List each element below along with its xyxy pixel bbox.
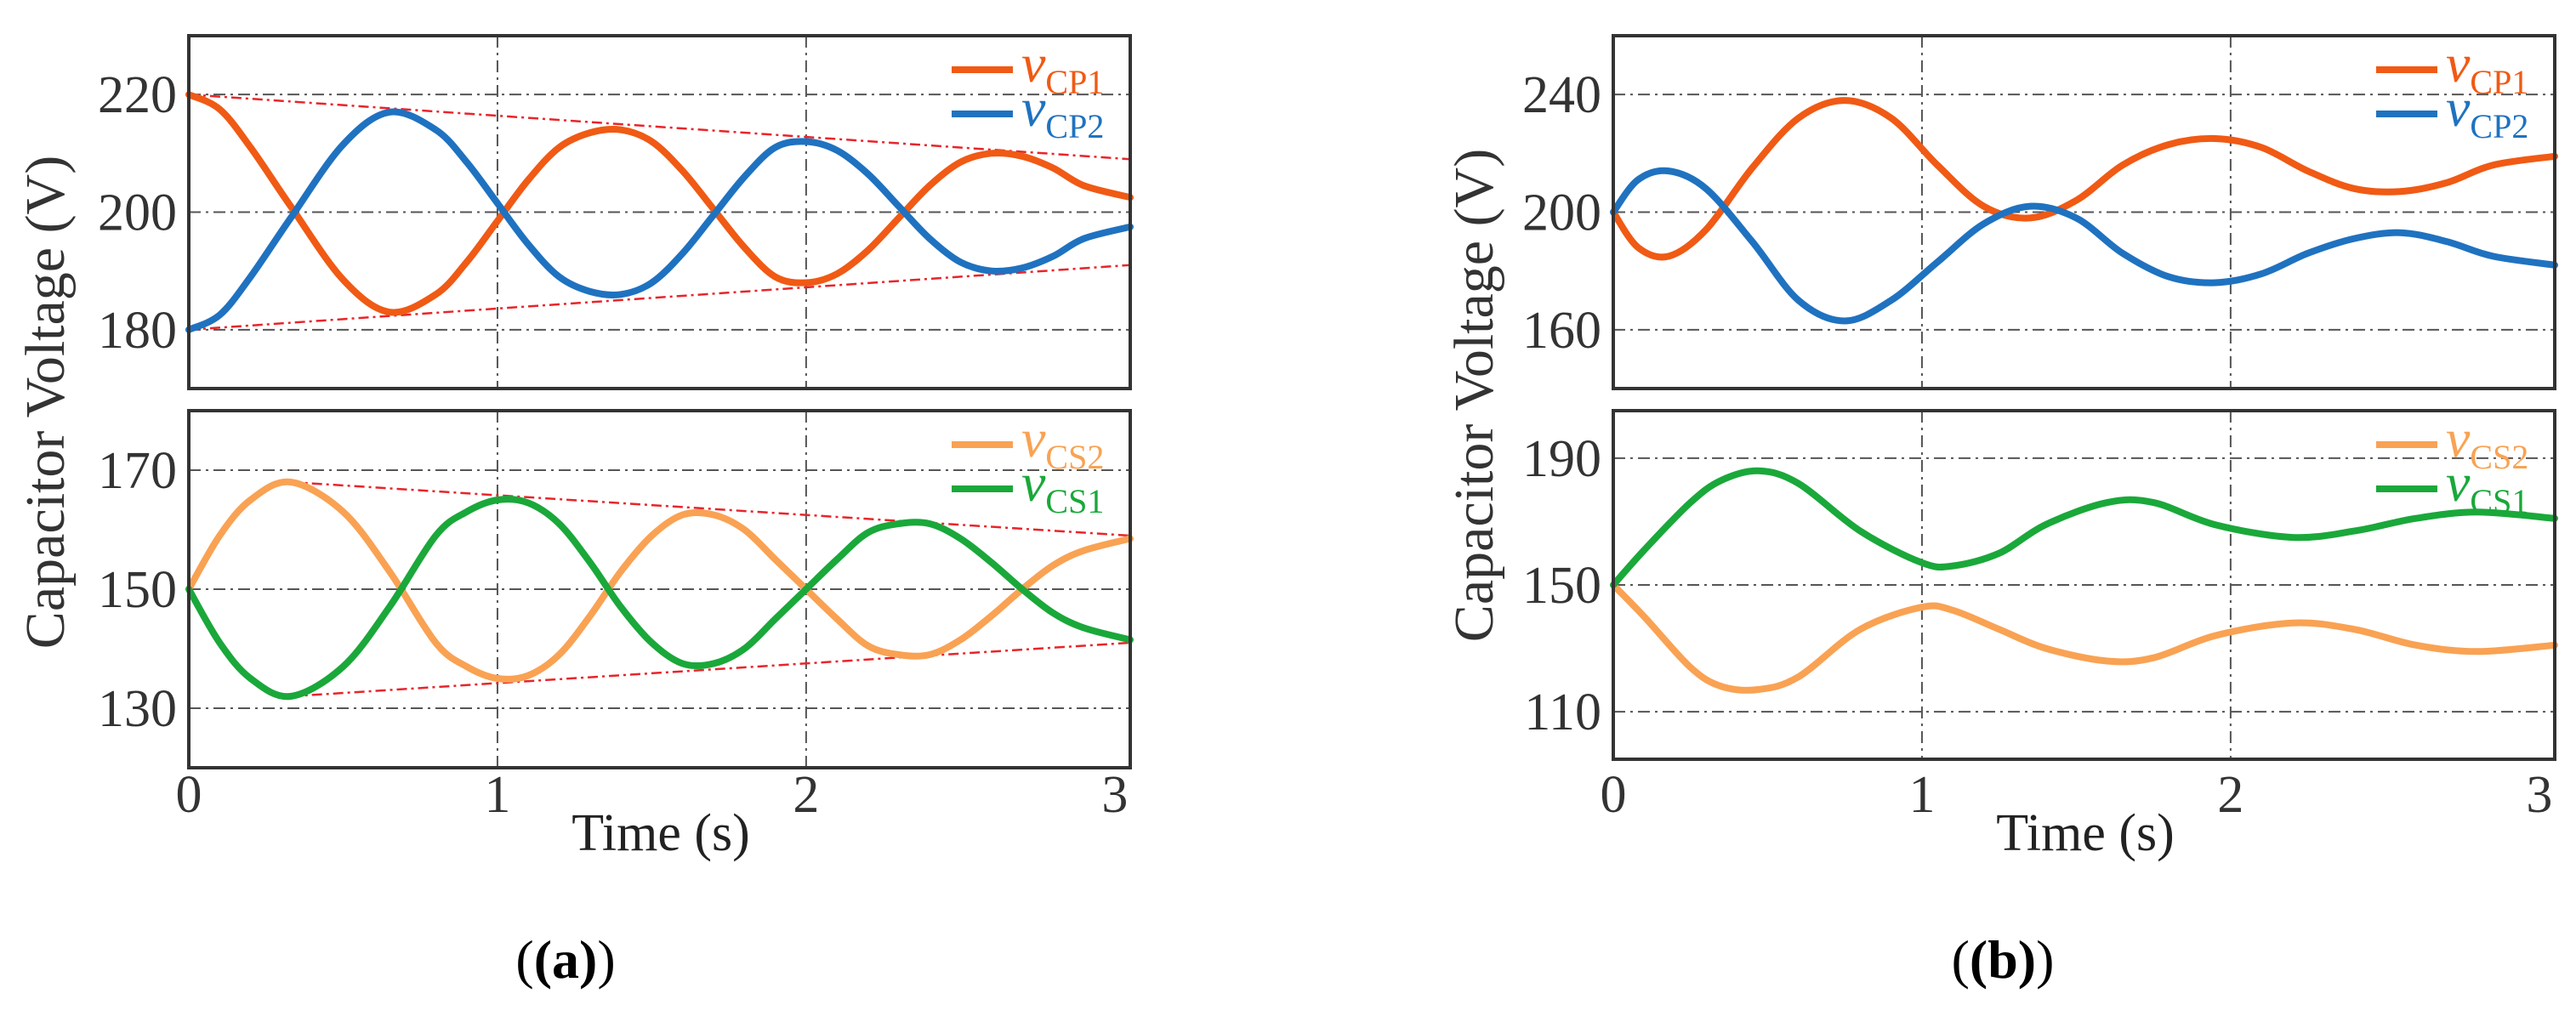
legend-label: vCP1 [2446, 33, 2528, 101]
plot-b1-frame [1612, 409, 2556, 761]
x-tick-label: 1 [1908, 766, 1935, 824]
envelope-line [188, 264, 1131, 332]
chart-b-y-axis-label: Capacitor Voltage (V) [1443, 149, 1505, 642]
x-tick-label: 2 [2217, 766, 2243, 824]
plot-a0-frame [187, 34, 1132, 390]
envelope-line [188, 93, 1131, 161]
y-tick-label: 130 [98, 680, 177, 738]
x-tick-label: 2 [793, 766, 819, 824]
y-tick-label: 190 [1522, 430, 1601, 488]
y-tick-label: 150 [1522, 557, 1601, 615]
y-tick-label: 220 [98, 66, 177, 124]
series-line-cp2 [1610, 167, 2558, 325]
series-line-cs2 [1610, 582, 2558, 694]
legend-label: vCS1 [1021, 452, 1104, 520]
x-tick-label: 3 [2526, 766, 2552, 824]
y-tick-label: 170 [98, 442, 177, 500]
plot-b0-frame [1612, 34, 2556, 390]
series-line-cs1 [1610, 467, 2558, 588]
chart-a-panel-label: ((a)) [515, 929, 615, 990]
series-line-cp2 [185, 108, 1134, 333]
y-tick-label: 150 [98, 561, 177, 619]
legend-label: vCP2 [2446, 77, 2528, 145]
series-line-cs1 [185, 496, 1134, 701]
plot-a1-frame [187, 409, 1132, 769]
chart-b-panel-label: ((b)) [1952, 929, 2055, 990]
legend-label: vCP1 [1021, 33, 1104, 101]
x-tick-label: 1 [484, 766, 510, 824]
chart-b-x-axis-label: Time (s) [1996, 804, 2175, 862]
series-line-cp1 [185, 91, 1134, 316]
series-line-cp1 [1610, 97, 2558, 261]
legend-label: vCS2 [2446, 408, 2528, 476]
x-tick-label: 3 [1101, 766, 1128, 824]
chart-a-y-axis-label: Capacitor Voltage (V) [14, 156, 77, 649]
y-tick-label: 200 [98, 184, 177, 242]
chart-a-x-ticks: 0 1 2 3 [176, 766, 1129, 824]
y-tick-label: 200 [1522, 184, 1601, 242]
y-tick-label: 110 [1524, 684, 1601, 741]
chart-b-x-ticks: 0 1 2 3 [1601, 766, 2553, 824]
envelope-line [290, 641, 1131, 698]
legend-label: vCS2 [1021, 408, 1104, 476]
chart-a-x-axis-label: Time (s) [571, 804, 750, 862]
series-line-cs2 [185, 478, 1134, 683]
envelope-line [290, 480, 1131, 537]
y-tick-label: 240 [1522, 66, 1601, 124]
x-tick-label: 0 [1601, 766, 1627, 824]
legend-label: vCP2 [1021, 77, 1104, 145]
legend-label: vCS1 [2446, 452, 2528, 520]
y-tick-label: 180 [98, 302, 177, 360]
x-tick-label: 0 [176, 766, 202, 824]
y-tick-label: 160 [1522, 302, 1601, 360]
